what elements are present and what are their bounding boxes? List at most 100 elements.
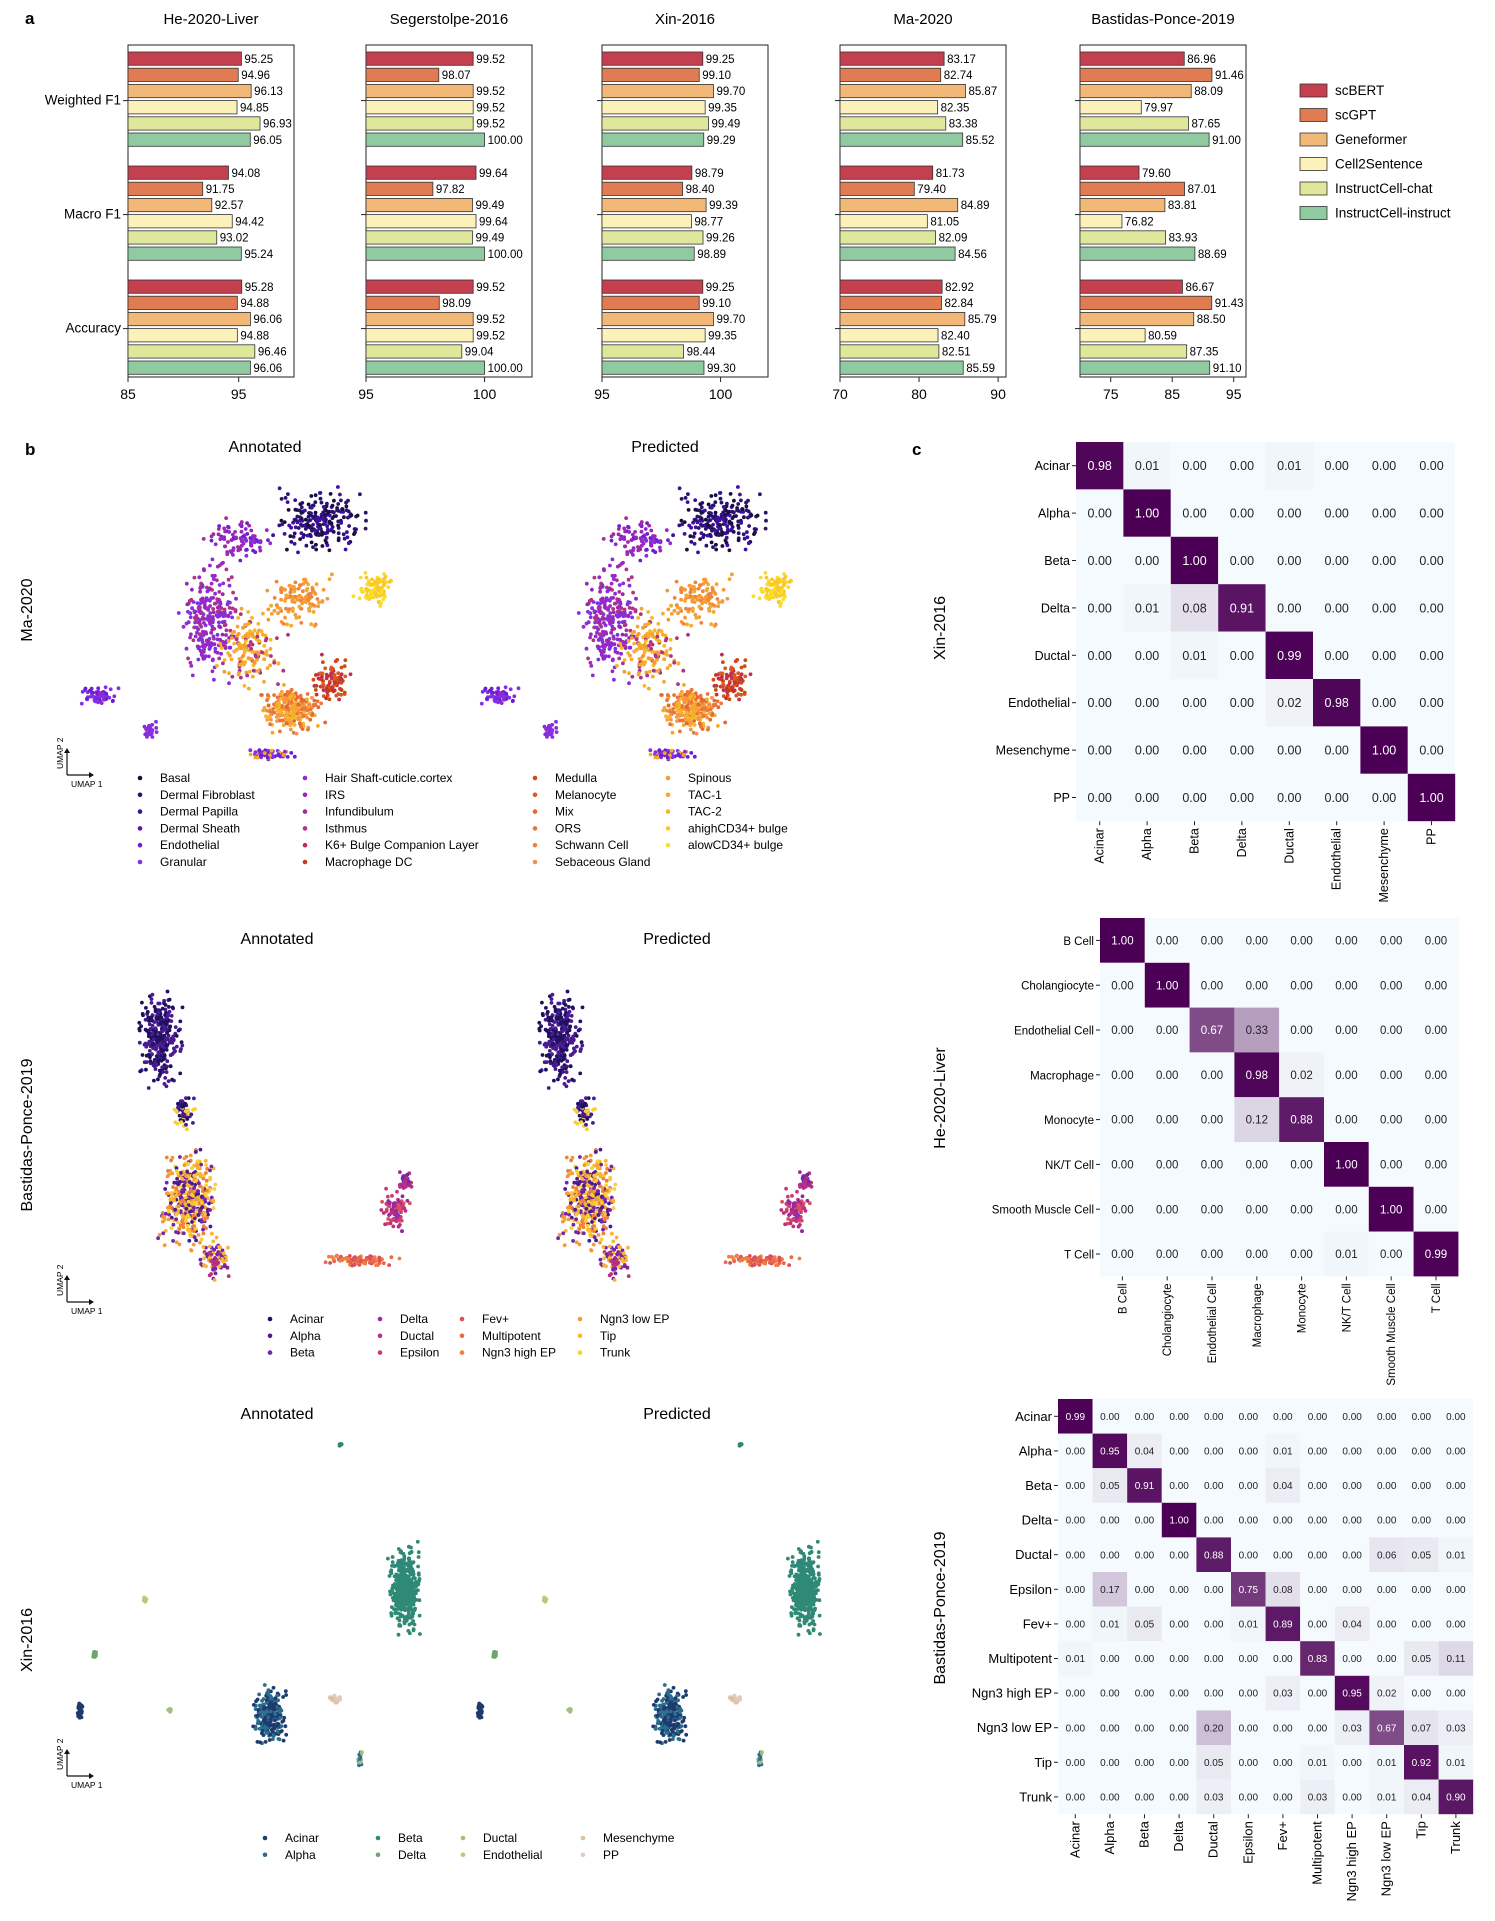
umap-point (669, 654, 673, 658)
umap-point (188, 660, 193, 665)
umap-point (584, 646, 589, 651)
umap-point (601, 629, 605, 634)
umap-point (648, 629, 652, 634)
umap-point (338, 492, 342, 497)
legend-marker-dermal-sheath (137, 826, 143, 831)
umap-point (208, 563, 212, 568)
umap-point (167, 997, 172, 1002)
umap-point (223, 623, 228, 627)
umap-point (737, 697, 741, 702)
umap-point (385, 1194, 390, 1199)
umap-point (201, 1245, 206, 1249)
umap-point (217, 656, 222, 661)
umap-point (329, 527, 334, 532)
x-tick-label: 85 (120, 386, 136, 402)
umap-point (633, 608, 638, 612)
legend-label-endothelial: Endothelial (160, 838, 219, 852)
umap-point (321, 505, 326, 509)
umap-point (313, 688, 318, 692)
umap-point (601, 1231, 606, 1236)
umap-point (779, 586, 783, 591)
umap-point (609, 538, 614, 543)
umap-point (274, 579, 279, 584)
umap-point (591, 1108, 595, 1112)
umap-point (197, 575, 202, 580)
umap-point (608, 611, 613, 615)
umap-point (582, 1112, 587, 1117)
umap-point (208, 1224, 213, 1229)
umap-point (233, 608, 238, 612)
umap-point (309, 540, 314, 545)
umap-point (319, 701, 323, 706)
umap-point (310, 528, 314, 533)
umap-point (201, 567, 206, 572)
umap-point (550, 1042, 555, 1047)
umap-point (617, 620, 621, 625)
umap-point (608, 598, 612, 603)
bar-value-label: 81.73 (936, 168, 965, 180)
umap-point (253, 755, 258, 760)
umap-point (679, 712, 684, 716)
umap-point (190, 606, 195, 611)
umap-point (224, 1258, 229, 1263)
umap-point (220, 1257, 225, 1261)
umap-point (217, 1245, 222, 1249)
umap-point (537, 1026, 542, 1031)
umap-point (404, 1184, 408, 1189)
bar-scgpt (127, 67, 239, 82)
umap-point (504, 691, 509, 696)
umap-point (631, 532, 635, 537)
umap-point (694, 731, 699, 736)
umap-point (221, 1251, 226, 1256)
bar-geneformer (601, 197, 707, 213)
umap-point (330, 676, 334, 681)
umap-point (178, 1071, 183, 1076)
bar-value-label: 94.08 (231, 168, 260, 180)
umap-point (738, 492, 742, 497)
umap-point (659, 629, 664, 634)
umap-point (615, 564, 620, 569)
umap-point (164, 1084, 169, 1089)
bar-value-label: 98.77 (694, 216, 723, 228)
umap-point (246, 621, 251, 626)
umap-point (84, 697, 89, 701)
umap-point (161, 1070, 166, 1074)
umap-point (743, 547, 748, 552)
umap-point (548, 1027, 553, 1031)
bar-value-label: 100.00 (488, 135, 523, 147)
umap-point (719, 701, 723, 706)
bar-cell2sentence (839, 100, 939, 115)
umap-point (339, 681, 344, 685)
bar-geneformer (365, 197, 473, 213)
umap-point (230, 674, 235, 679)
umap-point (590, 606, 594, 611)
bar-value-label: 82.84 (944, 298, 973, 310)
umap-point (594, 1178, 599, 1183)
bar-scgpt (1079, 181, 1185, 196)
bar-value-label: 99.52 (476, 54, 505, 66)
umap-point (174, 1230, 178, 1234)
umap-point (715, 699, 720, 704)
umap-point (615, 650, 620, 655)
umap-point (559, 1015, 563, 1019)
umap-point (630, 674, 635, 679)
umap-point (198, 601, 203, 606)
bar-value-label: 98.89 (697, 249, 726, 261)
legend-label-scgpt: scGPT (1335, 108, 1376, 123)
umap-point (201, 650, 206, 654)
umap-point (593, 615, 597, 620)
umap-point (174, 1034, 179, 1038)
umap-point (163, 1187, 168, 1191)
bar-instructcell-chat (839, 230, 936, 245)
umap-point (693, 594, 698, 599)
umap-point (223, 644, 228, 649)
umap-point (173, 1025, 178, 1029)
umap-point (748, 672, 753, 677)
bar-instructcell-instruct (365, 246, 485, 261)
umap-point (479, 701, 484, 706)
umap-point (664, 636, 669, 641)
umap-point (696, 702, 701, 707)
umap-point (591, 638, 596, 643)
umap-point (200, 596, 205, 601)
